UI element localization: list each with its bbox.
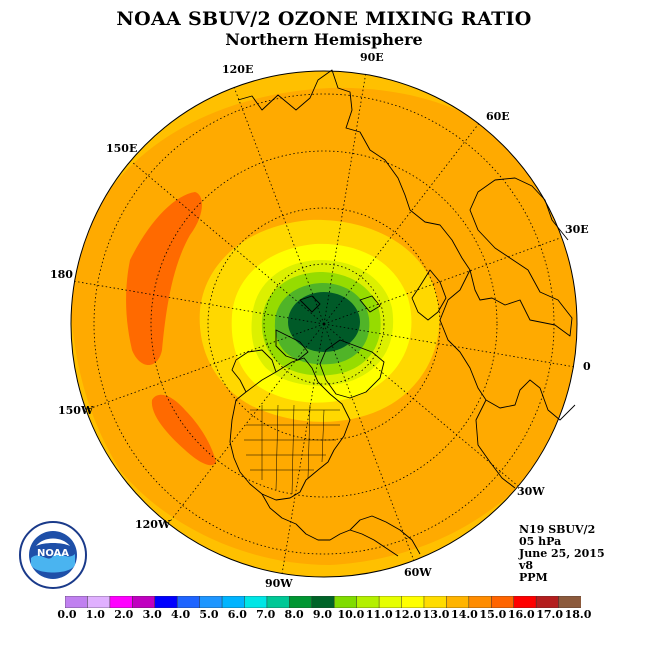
- colorbar-swatch: [468, 596, 493, 608]
- meridian-60e: [323, 121, 481, 325]
- colorbar-tick-label: 16.0: [507, 608, 535, 621]
- lon-label-120w: 120W: [135, 518, 171, 531]
- lon-label-30w: 30W: [517, 485, 545, 498]
- colorbar-tick-label: 18.0: [564, 608, 592, 621]
- colorbar-tick-label: 0.0: [57, 608, 77, 621]
- colorbar-tick-label: 4.0: [170, 608, 191, 621]
- colorbar-swatch: [378, 596, 403, 608]
- lon-label-120e: 120E: [222, 63, 254, 76]
- colorbar-swatch: [446, 596, 470, 608]
- colorbar-swatch: [154, 596, 178, 608]
- coastline-arctic-islands: [275, 295, 381, 361]
- colorbar-tick-label: 5.0: [199, 608, 219, 621]
- colorbar-labels: 0.0 1.0 2.0 3.0 4.0 5.0 6.0 7.0 8.0 9.0 10.0 11.0 12…: [0, 608, 648, 622]
- colorbar-swatch: [199, 596, 223, 608]
- meridian-150e: [131, 161, 325, 325]
- meridian-180: [72, 280, 325, 325]
- coastline-alaska: [231, 349, 277, 393]
- colorbar-swatch: [87, 596, 111, 608]
- lon-label-150w: 150W: [58, 404, 94, 417]
- lon-label-60e: 60E: [486, 110, 510, 123]
- meridian-0: [323, 323, 576, 368]
- noaa-logo: NOAA: [19, 521, 87, 589]
- lon-label-0: 0: [583, 360, 591, 373]
- colorbar-swatch: [333, 596, 358, 608]
- colorbar-swatch: [221, 596, 246, 608]
- graticule: [72, 71, 576, 575]
- colorbar-swatch: [558, 596, 581, 608]
- colorbar-tick-label: 9.0: [312, 608, 333, 621]
- colorbar-tick-label: 15.0: [479, 608, 507, 621]
- lon-label-30e: 30E: [565, 223, 589, 236]
- colorbar-swatch: [513, 596, 537, 608]
- colorbar-tick-label: 10.0: [337, 608, 365, 621]
- pressure-level-text: 05 hPa: [519, 535, 562, 548]
- colorbar-swatch: [289, 596, 313, 608]
- date-text: June 25, 2015: [519, 547, 605, 560]
- lon-label-90e: 90E: [360, 51, 384, 64]
- lon-label-180: 180: [50, 268, 73, 281]
- map-title: NOAA SBUV/2 OZONE MIXING RATIO: [116, 8, 532, 30]
- colorbar-swatch: [423, 596, 448, 608]
- colorbar-swatch: [535, 596, 560, 608]
- meridian-30e: [323, 237, 561, 325]
- coastline-africa: [475, 399, 516, 489]
- lon-label-90w: 90W: [265, 577, 293, 590]
- ozone-contours: [71, 71, 577, 577]
- meridian-90e: [323, 71, 367, 325]
- units-text: PPM: [519, 571, 548, 584]
- colorbar-tick-label: 17.0: [536, 608, 564, 621]
- colorbar-tick-label: 3.0: [142, 608, 162, 621]
- contour-15-16-a: [126, 192, 202, 365]
- lon-label-60w: 60W: [404, 566, 432, 579]
- colorbar-swatch: [176, 596, 201, 608]
- product-info: N19 SBUV/2 05 hPa June 25, 2015 v8 PPM: [519, 524, 605, 584]
- colorbar-swatch: [356, 596, 380, 608]
- colorbar-swatch: [132, 596, 156, 608]
- colorbar-swatch: [311, 596, 335, 608]
- colorbar-swatch: [266, 596, 291, 608]
- colorbar-swatch: [244, 596, 268, 608]
- coastline-central-america: [261, 493, 399, 557]
- instrument-text: N19 SBUV/2: [519, 523, 596, 536]
- colorbar-tick-label: 8.0: [284, 608, 304, 621]
- logo-text: NOAA: [37, 548, 69, 559]
- state-boundaries: [244, 404, 340, 495]
- lon-label-150e: 150E: [106, 142, 138, 155]
- colorbar-tick-label: 7.0: [256, 608, 276, 621]
- coastline-south-america: [349, 515, 421, 555]
- colorbar-tick-label: 12.0: [394, 608, 422, 621]
- coastline-north-america: [229, 357, 351, 501]
- map-boundary: [70, 70, 578, 578]
- latitude-circle-70: [263, 263, 385, 385]
- colorbar: [65, 596, 581, 608]
- latitude-circle-30: [150, 150, 498, 498]
- colorbar-tick-label: 1.0: [85, 608, 105, 621]
- contour-15-16-b: [151, 394, 216, 466]
- colorbar-tick-label: 2.0: [114, 608, 134, 621]
- coastlines: [229, 69, 576, 557]
- map-subtitle: Northern Hemisphere: [225, 30, 423, 49]
- colorbar-tick-label: 13.0: [422, 608, 450, 621]
- colorbar-swatch: [491, 596, 515, 608]
- coastline-greenland: [319, 339, 385, 399]
- colorbar-swatch: [65, 596, 89, 608]
- version-text: v8: [519, 559, 534, 572]
- latitude-circle-10: [93, 93, 555, 555]
- colorbar-tick-label: 14.0: [451, 608, 478, 621]
- latitude-circle-50: [207, 207, 441, 441]
- colorbar-swatch: [401, 596, 425, 608]
- colorbar-swatch: [109, 596, 134, 608]
- coastline-scandinavia: [411, 269, 447, 321]
- colorbar-tick-label: 11.0: [365, 608, 393, 621]
- coastline-eurasia: [237, 69, 573, 337]
- colorbar-tick-label: 6.0: [227, 608, 247, 621]
- contour-below-9: [288, 292, 360, 352]
